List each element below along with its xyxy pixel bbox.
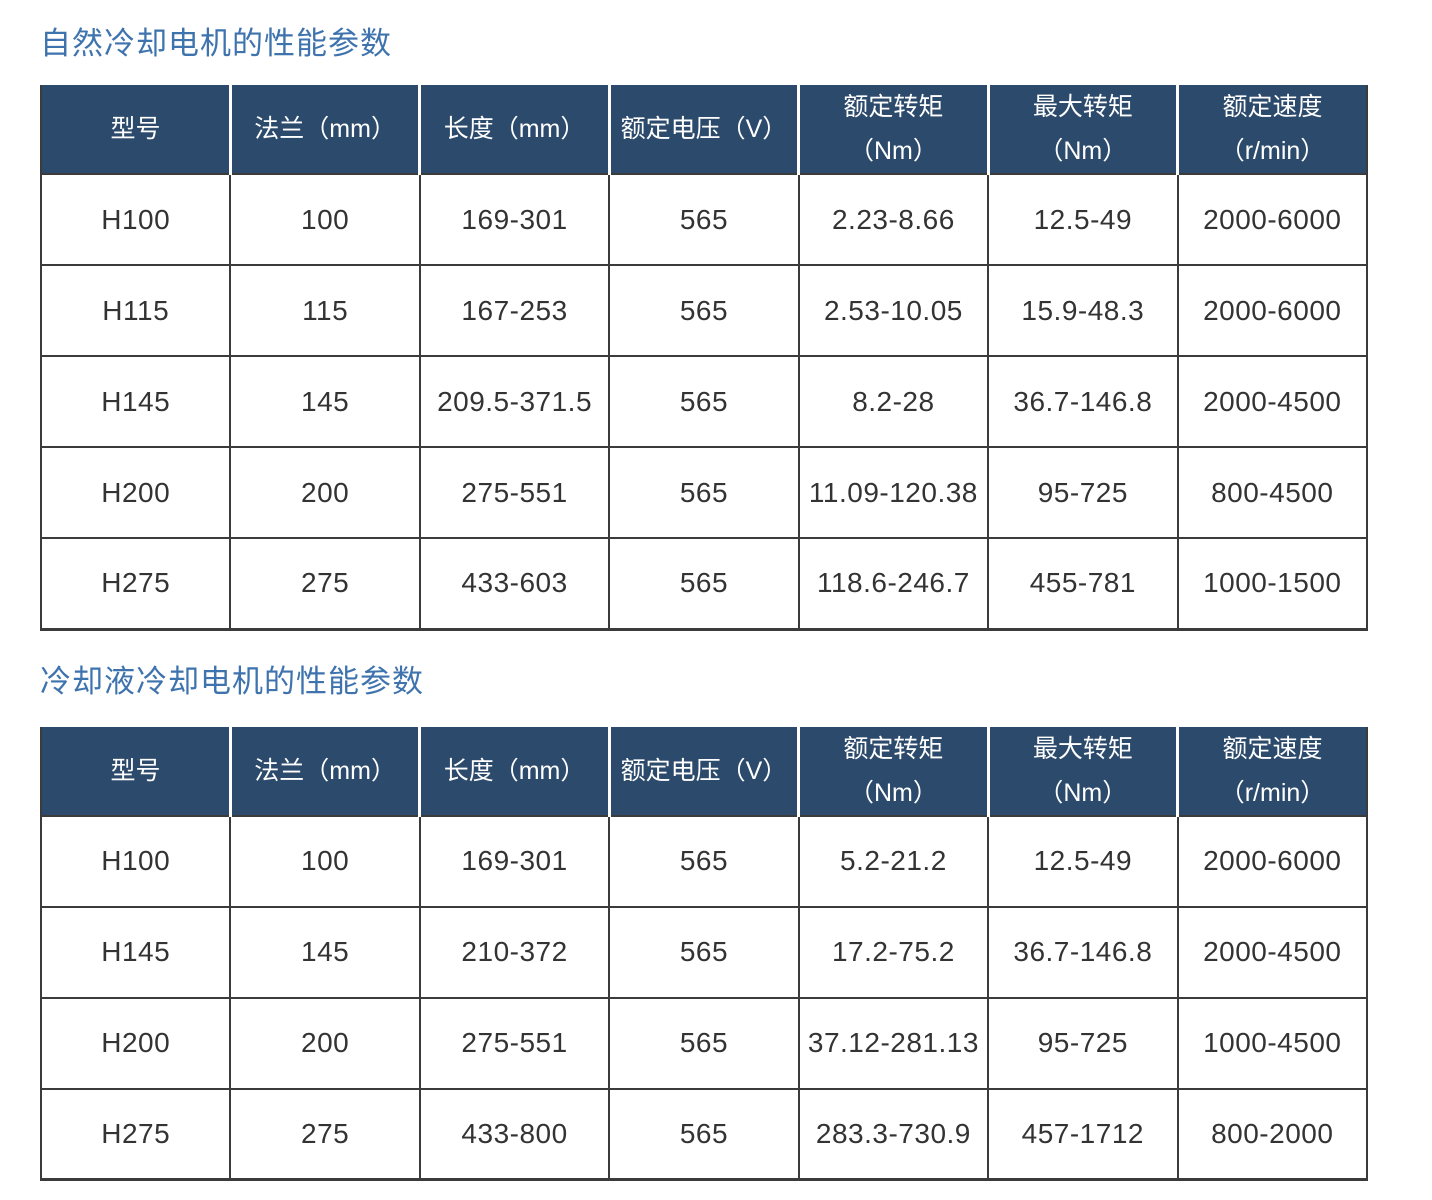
column-header: 型号 — [41, 85, 232, 175]
table-cell: 565 — [608, 264, 800, 357]
table-cell: 433-603 — [418, 537, 611, 630]
table-cell: H200 — [39, 446, 232, 539]
table-cell: 275-551 — [418, 446, 611, 539]
table-cell: 145 — [229, 355, 421, 448]
table-cell: 275 — [229, 1087, 421, 1181]
column-header: 额定速度 （r/min） — [1177, 85, 1367, 175]
column-header: 额定速度 （r/min） — [1177, 726, 1367, 817]
table-cell: 2000-6000 — [1176, 264, 1369, 357]
table-row: H275 275 433-603 565 118.6-246.7 455-781 1000-… — [39, 537, 1369, 630]
table-cell: 210-372 — [418, 905, 611, 999]
table-row: H115 115 167-253 565 2.53-10.05 15.9-48.3 2000… — [39, 264, 1369, 357]
table-cell: H200 — [39, 996, 232, 1090]
table-cell: 8.2-28 — [797, 355, 990, 448]
column-header: 长度（mm） — [419, 85, 611, 175]
table-cell: 565 — [608, 446, 800, 539]
header-row: 型号 法兰（mm） 长度（mm） 额定电压（V） 额定转矩 （Nm） 最大转矩 （Nm） 额定速… — [41, 85, 1367, 175]
table-cell: 200 — [229, 446, 421, 539]
column-header: 长度（mm） — [419, 726, 611, 817]
section-title-liquid-cooling: 冷却液冷却电机的性能参数 — [40, 663, 424, 699]
table-cell: 15.9-48.3 — [987, 264, 1179, 357]
table-cell: 565 — [608, 1087, 800, 1181]
table-cell: 209.5-371.5 — [418, 355, 611, 448]
column-header: 法兰（mm） — [230, 85, 422, 175]
header-row: 型号 法兰（mm） 长度（mm） 额定电压（V） 额定转矩 （Nm） 最大转矩 （Nm） 额定速… — [41, 726, 1367, 817]
table-cell: 200 — [229, 996, 421, 1090]
table-cell: 145 — [229, 905, 421, 999]
table-row: H200 200 275-551 565 37.12-281.13 95-725 1000-… — [39, 996, 1369, 1090]
table-cell: 2000-4500 — [1176, 355, 1369, 448]
table-cell: 17.2-75.2 — [797, 905, 990, 999]
table-cell: H145 — [39, 905, 232, 999]
table-cell: 565 — [608, 814, 800, 908]
liquid-cooling-spec-table: 型号 法兰（mm） 长度（mm） 额定电压（V） 额定转矩 （Nm） 最大转矩 （Nm） 额定速… — [39, 726, 1369, 1181]
table-cell: 12.5-49 — [987, 173, 1179, 266]
column-header: 额定电压（V） — [609, 726, 801, 817]
table-row: H100 100 169-301 565 5.2-21.2 12.5-49 2000-600… — [39, 814, 1369, 908]
table-cell: 36.7-146.8 — [987, 905, 1179, 999]
column-header: 额定电压（V） — [609, 85, 801, 175]
table-cell: 12.5-49 — [987, 814, 1179, 908]
table-cell: 2000-6000 — [1176, 814, 1369, 908]
table-cell: 275 — [229, 537, 421, 630]
table-row: H100 100 169-301 565 2.23-8.66 12.5-49 2000-60… — [39, 173, 1369, 266]
table-cell: 565 — [608, 996, 800, 1090]
column-header: 最大转矩 （Nm） — [988, 726, 1180, 817]
table-cell: 565 — [608, 173, 800, 266]
table-cell: 5.2-21.2 — [797, 814, 990, 908]
table-cell: H275 — [39, 537, 232, 630]
table-cell: 800-4500 — [1176, 446, 1369, 539]
table-cell: 283.3-730.9 — [797, 1087, 990, 1181]
table-cell: 118.6-246.7 — [797, 537, 990, 630]
table-row: H200 200 275-551 565 11.09-120.38 95-725 800-4… — [39, 446, 1369, 539]
table-cell: H100 — [39, 173, 232, 266]
table-cell: 455-781 — [987, 537, 1179, 630]
table-cell: 2.23-8.66 — [797, 173, 990, 266]
table-cell: 115 — [229, 264, 421, 357]
table-cell: H275 — [39, 1087, 232, 1181]
table-row: H145 145 210-372 565 17.2-75.2 36.7-146.8 2000… — [39, 905, 1369, 999]
table-cell: 169-301 — [418, 173, 611, 266]
table-cell: 167-253 — [418, 264, 611, 357]
column-header: 最大转矩 （Nm） — [988, 85, 1180, 175]
table-cell: 457-1712 — [987, 1087, 1179, 1181]
column-header: 型号 — [41, 726, 232, 817]
column-header: 法兰（mm） — [230, 726, 422, 817]
table-cell: 800-2000 — [1176, 1087, 1369, 1181]
table-cell: 36.7-146.8 — [987, 355, 1179, 448]
table-cell: 37.12-281.13 — [797, 996, 990, 1090]
column-header: 额定转矩 （Nm） — [798, 85, 990, 175]
table-row: H275 275 433-800 565 283.3-730.9 457-1712 800-… — [39, 1087, 1369, 1181]
table-cell: H115 — [39, 264, 232, 357]
table-cell: 565 — [608, 355, 800, 448]
table-cell: 1000-4500 — [1176, 996, 1369, 1090]
column-header: 额定转矩 （Nm） — [798, 726, 990, 817]
table-cell: 565 — [608, 905, 800, 999]
table-cell: 565 — [608, 537, 800, 630]
section-title-natural-cooling: 自然冷却电机的性能参数 — [40, 26, 392, 61]
table-cell: 275-551 — [418, 996, 611, 1090]
natural-cooling-spec-table: 型号 法兰（mm） 长度（mm） 额定电压（V） 额定转矩 （Nm） 最大转矩 （Nm） 额定速… — [39, 85, 1369, 631]
table-cell: 2.53-10.05 — [797, 264, 990, 357]
table-row: H145 145 209.5-371.5 565 8.2-28 36.7-146.8 200… — [39, 355, 1369, 448]
table-cell: 433-800 — [418, 1087, 611, 1181]
table-cell: 2000-4500 — [1176, 905, 1369, 999]
table-cell: H100 — [39, 814, 232, 908]
table-cell: 95-725 — [987, 446, 1179, 539]
table-cell: 100 — [229, 173, 421, 266]
table-cell: 1000-1500 — [1176, 537, 1369, 630]
table-cell: 100 — [229, 814, 421, 908]
table-cell: 2000-6000 — [1176, 173, 1369, 266]
table-cell: 95-725 — [987, 996, 1179, 1090]
table-cell: 169-301 — [418, 814, 611, 908]
table-cell: 11.09-120.38 — [797, 446, 990, 539]
table-cell: H145 — [39, 355, 232, 448]
